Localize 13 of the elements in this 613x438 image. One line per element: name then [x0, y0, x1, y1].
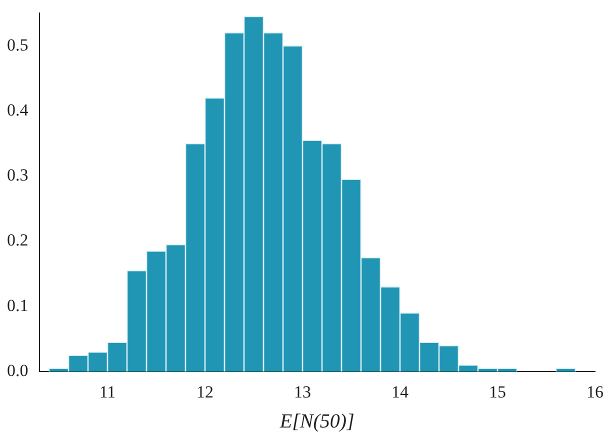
y-tick-label: 0.2 [7, 230, 28, 250]
y-tick-label: 0.0 [7, 361, 28, 380]
y-tick-label: 0.3 [7, 166, 28, 185]
x-tick-label: 12 [196, 382, 214, 402]
y-tick-label: 0.5 [7, 35, 28, 54]
x-tick-label: 16 [586, 382, 604, 402]
x-tick-label: 15 [489, 382, 506, 402]
x-axis-title: E[N(50)] [278, 410, 354, 432]
y-tick-label: 0.4 [7, 100, 29, 120]
x-tick-label: 14 [392, 382, 409, 402]
y-tick-label: 0.1 [7, 296, 28, 315]
x-tick-label: 11 [99, 382, 116, 402]
x-tick-label: 13 [294, 382, 311, 402]
